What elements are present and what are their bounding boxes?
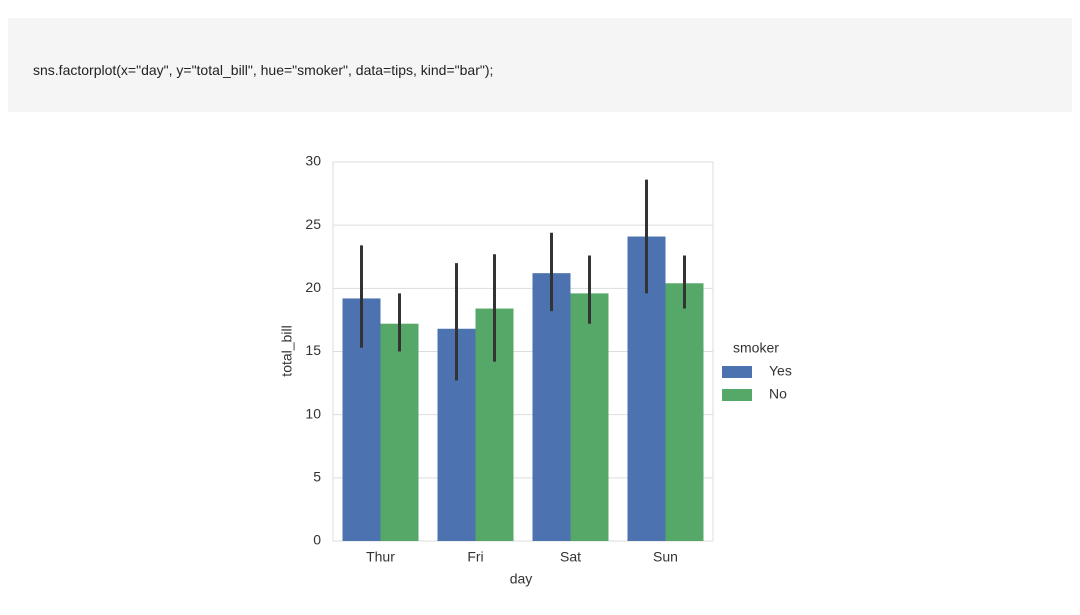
y-tick-label: 20 [305, 279, 321, 295]
legend-title: smoker [733, 340, 779, 356]
bar [532, 273, 571, 541]
y-tick-label: 10 [305, 405, 321, 421]
x-axis-label: day [510, 571, 533, 587]
bar [380, 323, 419, 541]
legend-swatch [722, 366, 752, 378]
x-tick-label: Thur [366, 549, 395, 565]
y-tick-label: 30 [305, 153, 321, 169]
y-axis-label: total_bill [279, 325, 295, 376]
y-tick-label: 5 [313, 469, 321, 485]
y-tick-label: 25 [305, 216, 321, 232]
bar [570, 293, 609, 541]
x-tick-label: Sun [653, 549, 678, 565]
y-tick-label: 0 [313, 532, 321, 548]
x-tick-label: Fri [467, 549, 483, 565]
bar [665, 283, 704, 541]
legend-label: Yes [769, 363, 792, 379]
legend-swatch [722, 389, 752, 401]
x-tick-label: Sat [560, 549, 581, 565]
legend-label: No [769, 386, 787, 402]
code-block: sns.factorplot(x="day", y="total_bill", … [8, 18, 1072, 112]
y-tick-label: 15 [305, 342, 321, 358]
